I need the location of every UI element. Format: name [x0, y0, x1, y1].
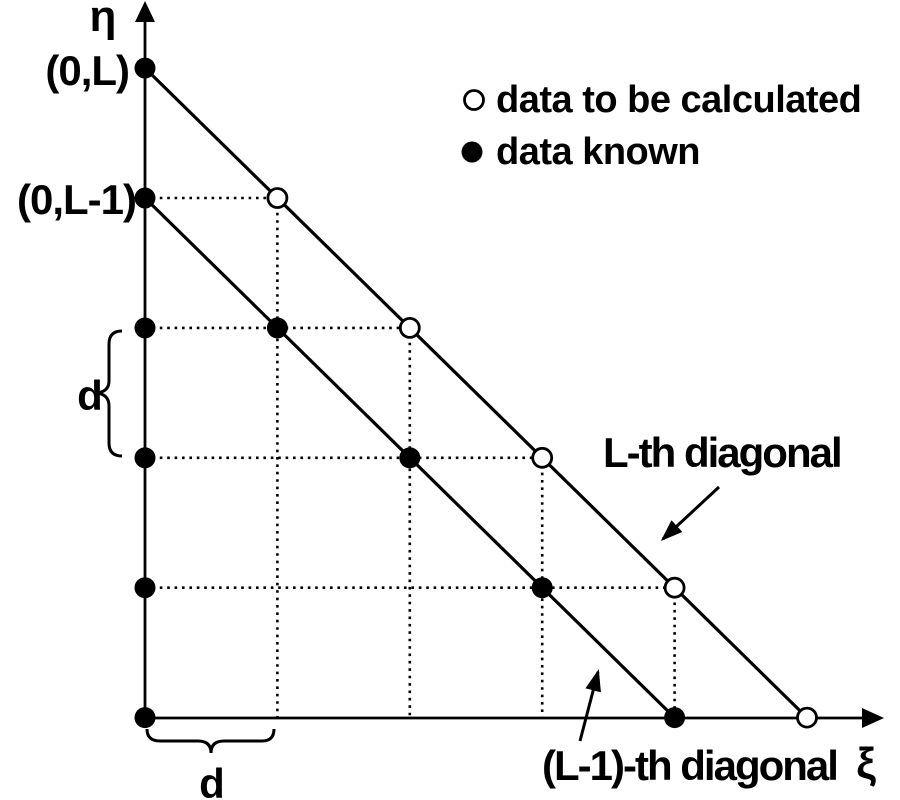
point-label-0L: (0,L) — [45, 47, 129, 94]
known-data-point — [134, 577, 156, 599]
calculated-data-point — [531, 446, 554, 469]
legend-filled-circle-marker — [461, 141, 483, 163]
diagonal-line — [143, 66, 809, 719]
axes — [135, 1, 884, 728]
known-data-point — [134, 707, 156, 729]
spacing-label-horizontal: d — [199, 760, 225, 800]
legend-label-known: data known — [496, 131, 700, 173]
known-data-point — [531, 577, 553, 599]
known-data-point — [134, 187, 156, 209]
known-data-point — [266, 317, 288, 339]
spacing-label-vertical: d — [77, 372, 103, 419]
lth-diagonal-arrow — [660, 485, 721, 542]
lattice — [134, 57, 818, 729]
eta-axis-arrowhead — [135, 1, 155, 22]
calculated-data-point — [663, 576, 686, 599]
l1th-diagonal-arrow — [578, 669, 601, 742]
lth-diagonal-label: L-th diagonal — [603, 429, 841, 476]
legend-open-circle-marker — [463, 89, 485, 111]
eta-axis-label: η — [90, 0, 117, 41]
l1th-diagonal-label: (L-1)-th diagonal — [542, 742, 837, 789]
calculated-data-point — [266, 187, 289, 209]
known-data-point — [399, 447, 421, 469]
known-data-point — [134, 57, 156, 79]
known-data-point — [664, 707, 686, 729]
vertical-spacing-brace — [95, 329, 123, 458]
xi-axis-arrowhead — [862, 708, 884, 728]
calculated-data-point — [796, 706, 818, 729]
point-label-0L-1: (0,L-1) — [17, 176, 136, 223]
known-data-point — [134, 447, 156, 469]
legend: data to be calculated data known — [461, 79, 862, 173]
legend-label-calculated: data to be calculated — [496, 79, 861, 121]
xi-axis-label: ξ — [856, 739, 876, 788]
calculated-data-point — [398, 316, 421, 339]
horizontal-spacing-brace — [145, 728, 276, 754]
known-data-point — [134, 317, 156, 339]
